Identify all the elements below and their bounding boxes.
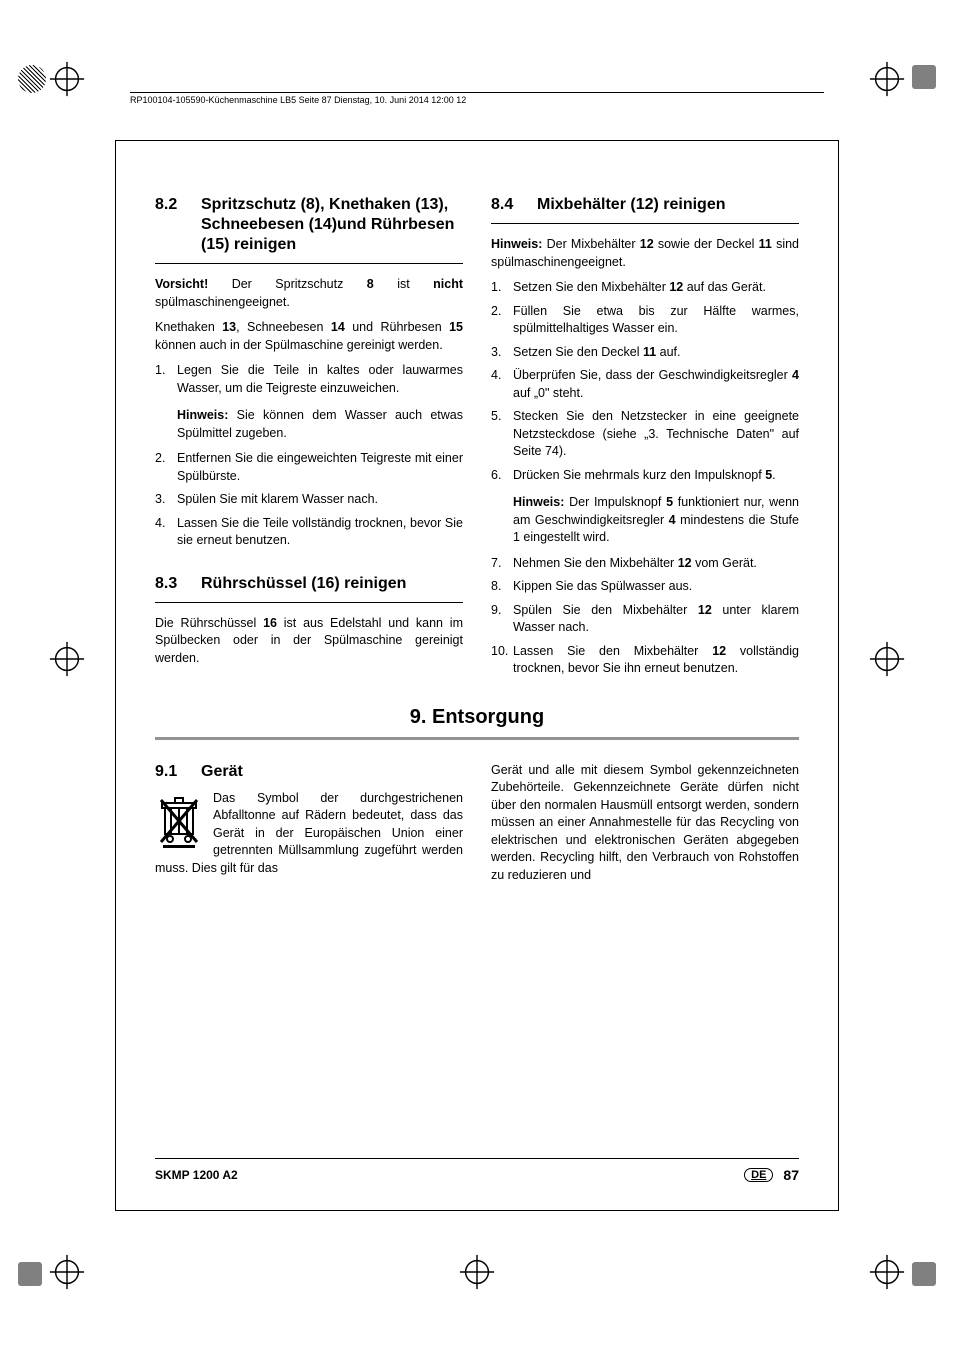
language-badge: DE	[744, 1168, 773, 1182]
list-item: Legen Sie die Teile in kaltes oder lauwa…	[155, 362, 463, 397]
footer-model: SKMP 1200 A2	[155, 1168, 238, 1182]
section-heading-8-3: 8.3 Rührschüssel (16) reinigen	[155, 574, 463, 594]
section-title: Gerät	[201, 762, 463, 782]
hint-paragraph: Hinweis: Der Mixbehälter 12 sowie der De…	[491, 236, 799, 271]
instruction-list: Entfernen Sie die eingeweichten Teigrest…	[155, 450, 463, 550]
list-item: Lassen Sie den Mixbehälter 12 vollständi…	[491, 643, 799, 678]
section-rule	[491, 223, 799, 224]
print-mark-icon	[18, 65, 46, 93]
right-column: Gerät und alle mit diesem Symbol gekennz…	[491, 762, 799, 893]
print-mark-icon	[912, 65, 936, 89]
page-footer: SKMP 1200 A2 DE 87	[155, 1158, 799, 1183]
registration-mark-icon	[48, 60, 86, 98]
section-title: Spritzschutz (8), Knethaken (13), Schnee…	[201, 195, 463, 255]
section-title: Rührschüssel (16) reinigen	[201, 574, 463, 594]
left-column: 8.2 Spritzschutz (8), Knethaken (13), Sc…	[155, 195, 463, 688]
list-item: Spülen Sie den Mixbehälter 12 unter klar…	[491, 602, 799, 637]
chapter-heading-9: 9. Entsorgung	[155, 706, 799, 729]
page-number: 87	[783, 1167, 799, 1183]
left-column: 9.1 Gerät Das Symbol der durchg	[155, 762, 463, 893]
chapter-rule	[155, 737, 799, 740]
section-number: 8.3	[155, 574, 201, 594]
section-heading-8-4: 8.4 Mixbehälter (12) reinigen	[491, 195, 799, 215]
list-item: Füllen Sie etwa bis zur Hälfte warmes, s…	[491, 303, 799, 338]
instruction-list: Setzen Sie den Mixbehälter 12 auf das Ge…	[491, 279, 799, 484]
hint-paragraph: Hinweis: Sie können dem Wasser auch etwa…	[155, 407, 463, 442]
body-paragraph: Die Rührschüssel 16 ist aus Edelstahl un…	[155, 615, 463, 668]
section-rule	[155, 602, 463, 603]
list-item: Überprüfen Sie, dass der Geschwindigkeit…	[491, 367, 799, 402]
right-column: 8.4 Mixbehälter (12) reinigen Hinweis: D…	[491, 195, 799, 688]
section-number: 8.4	[491, 195, 537, 215]
print-mark-icon	[912, 1262, 936, 1286]
list-item: Setzen Sie den Deckel 11 auf.	[491, 344, 799, 362]
registration-mark-icon	[868, 1253, 906, 1291]
section-number: 8.2	[155, 195, 201, 255]
weee-bin-icon	[155, 792, 203, 850]
page-header-info: RP100104-105590-Küchenmaschine LB5 Seite…	[130, 92, 824, 105]
registration-mark-icon	[48, 1253, 86, 1291]
registration-mark-icon	[868, 60, 906, 98]
registration-mark-icon	[868, 640, 906, 678]
registration-mark-icon	[458, 1253, 496, 1291]
section-number: 9.1	[155, 762, 201, 782]
body-paragraph: Knethaken 13, Schneebesen 14 und Rührbes…	[155, 319, 463, 354]
section-heading-9-1: 9.1 Gerät	[155, 762, 463, 782]
list-item: Setzen Sie den Mixbehälter 12 auf das Ge…	[491, 279, 799, 297]
list-item: Kippen Sie das Spülwasser aus.	[491, 578, 799, 596]
section-title: Mixbehälter (12) reinigen	[537, 195, 799, 215]
section-rule	[155, 263, 463, 264]
body-paragraph: Gerät und alle mit diesem Symbol gekennz…	[491, 762, 799, 885]
registration-mark-icon	[48, 640, 86, 678]
list-item: Lassen Sie die Teile vollständig trockne…	[155, 515, 463, 550]
list-item: Spülen Sie mit klarem Wasser nach.	[155, 491, 463, 509]
body-paragraph: Das Symbol der durchgestrichenen Abfallt…	[155, 790, 463, 878]
print-mark-icon	[18, 1262, 42, 1286]
list-item: Stecken Sie den Netzstecker in eine geei…	[491, 408, 799, 461]
hint-paragraph: Hinweis: Der Impulsknopf 5 funktioniert …	[491, 494, 799, 547]
list-item: Drücken Sie mehrmals kurz den Impulsknop…	[491, 467, 799, 485]
section-heading-8-2: 8.2 Spritzschutz (8), Knethaken (13), Sc…	[155, 195, 463, 255]
instruction-list: Nehmen Sie den Mixbehälter 12 vom Gerät.…	[491, 555, 799, 678]
warning-paragraph: Vorsicht! Der Spritzschutz 8 ist nicht s…	[155, 276, 463, 311]
list-item: Entfernen Sie die eingeweichten Teigrest…	[155, 450, 463, 485]
list-item: Nehmen Sie den Mixbehälter 12 vom Gerät.	[491, 555, 799, 573]
instruction-list: Legen Sie die Teile in kaltes oder lauwa…	[155, 362, 463, 397]
